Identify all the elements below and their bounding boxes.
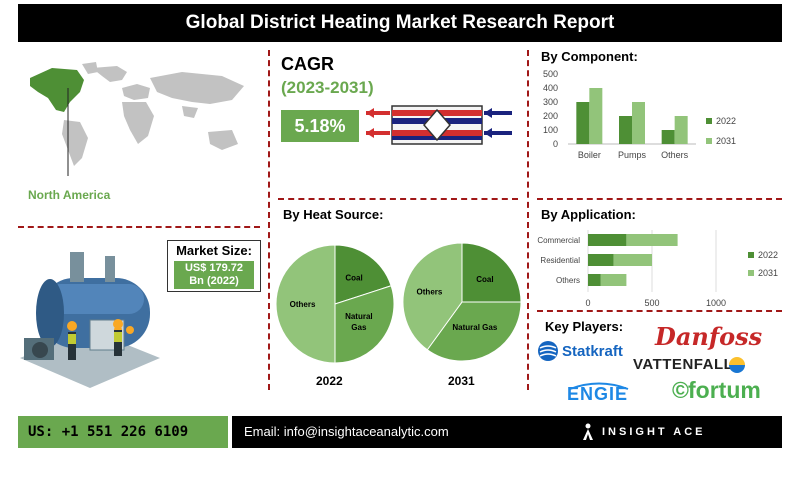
bar-residential-2031: [613, 254, 652, 266]
bar-commercial-2022: [588, 234, 627, 246]
pie-slice-natural-gas: [334, 285, 395, 364]
bar-others-2022: [588, 274, 601, 286]
y-tick-label: 500: [543, 69, 558, 79]
footer-email[interactable]: Email: info@insightaceanalytic.com: [244, 424, 449, 439]
market-size-box: Market Size: US$ 179.72 Bn (2022): [167, 240, 261, 292]
y-tick-label: 400: [543, 83, 558, 93]
application-title: By Application:: [541, 207, 636, 222]
x-tick-label: 1000: [706, 298, 726, 308]
divider-map: [18, 226, 260, 228]
pie-label: Coal: [345, 274, 362, 283]
pie-year-2022: 2022: [316, 374, 343, 388]
market-size-value: US$ 179.72 Bn (2022): [174, 261, 254, 289]
cagr-period: (2023-2031): [281, 78, 374, 97]
legend-swatch-2022: [706, 118, 712, 124]
y-tick-label: 300: [543, 97, 558, 107]
danfoss-logo: Danfoss: [655, 322, 763, 351]
y-tick-label: 100: [543, 125, 558, 135]
legend-label-2031: 2031: [758, 268, 778, 278]
cagr-value: 5.18%: [281, 110, 359, 142]
pie-chart-2022: Coal Natural Gas Others: [275, 244, 395, 364]
statkraft-logo-icon: [538, 341, 558, 361]
y-tick-label: 200: [543, 111, 558, 121]
pie-slice-others: [275, 244, 336, 364]
legend-swatch-2022: [748, 252, 754, 258]
x-tick-label: 500: [644, 298, 659, 308]
legend-label-2031: 2031: [716, 136, 736, 146]
bar-commercial-2031: [626, 234, 678, 246]
x-tick-label: Others: [661, 150, 689, 160]
application-bar-chart: 0 500 1000 Commercial Residential Others 2022 2…: [537, 230, 778, 308]
heat-source-title: By Heat Source:: [283, 207, 384, 222]
world-map-icon: [30, 62, 244, 176]
bar-pumps-2022: [619, 116, 632, 144]
legend-swatch-2031: [706, 138, 712, 144]
divider-left: [268, 50, 270, 390]
bar-others-2031: [674, 116, 688, 144]
pie-label: Natural: [345, 312, 373, 321]
bar-boiler-2031: [589, 88, 603, 144]
market-size-value-line1: US$ 179.72: [184, 262, 244, 274]
key-players-title: Key Players:: [545, 319, 624, 334]
market-size-label: Market Size:: [176, 243, 252, 258]
vattenfall-sun-icon: [729, 357, 745, 373]
y-tick-label: Commercial: [537, 236, 580, 245]
divider-cagr: [278, 198, 518, 200]
x-tick-label: Pumps: [618, 150, 647, 160]
report-title: Global District Heating Market Research …: [18, 4, 782, 42]
legend-label-2022: 2022: [758, 250, 778, 260]
footer-phone[interactable]: US: +1 551 226 6109: [18, 416, 228, 448]
pie-slice-coal: [461, 242, 522, 303]
pie-label: Natural Gas: [452, 323, 497, 332]
divider-component: [537, 198, 782, 200]
market-size-value-line2: Bn (2022): [189, 275, 239, 287]
bar-boiler-2022: [576, 102, 590, 144]
pie-slice-others: [402, 242, 463, 351]
bar-pumps-2031: [632, 102, 645, 144]
fortum-symbol-icon: ©: [672, 377, 689, 403]
pie-label: Others: [290, 300, 316, 309]
pie-label: Others: [417, 287, 443, 296]
statkraft-logo: Statkraft: [562, 343, 623, 360]
region-label: North America: [28, 188, 111, 202]
insightace-logo-icon: [583, 423, 593, 440]
pie-label: Coal: [476, 275, 493, 284]
bar-others-2022: [661, 130, 675, 144]
vattenfall-logo: VATTENFALL: [633, 356, 734, 373]
pie-label: Gas: [351, 323, 367, 332]
footer-company: INSIGHT ACE ANALYTIC: [602, 426, 706, 470]
engie-logo: ENGIE: [567, 384, 629, 404]
legend-swatch-2031: [748, 270, 754, 276]
pie-slice-coal: [334, 244, 392, 305]
divider-application: [537, 310, 782, 312]
component-bar-chart: 0 100 200 300 400 500 Boiler Pumps Others 2022 203…: [543, 69, 736, 160]
y-tick-label: 0: [553, 139, 558, 149]
cagr-title: CAGR: [281, 54, 334, 74]
pie-slice-natural-gas: [426, 301, 522, 362]
boiler-icon: [20, 252, 160, 388]
x-tick-label: 0: [585, 298, 590, 308]
fortum-logo: fortum: [688, 377, 761, 403]
legend-label-2022: 2022: [716, 116, 736, 126]
heat-exchanger-icon: [366, 105, 512, 145]
y-tick-label: Others: [556, 276, 580, 285]
divider-right: [527, 50, 529, 390]
component-title: By Component:: [541, 49, 638, 64]
pie-chart-2031: Coal Natural Gas Others: [402, 242, 522, 362]
pie-year-2031: 2031: [448, 374, 475, 388]
bar-others-2031: [600, 274, 627, 286]
bar-residential-2022: [588, 254, 614, 266]
footer-bar: Email: info@insightaceanalytic.com INSIG…: [232, 416, 782, 470]
y-tick-label: Residential: [540, 256, 580, 265]
x-tick-label: Boiler: [578, 150, 601, 160]
engie-arc-icon: [569, 382, 629, 390]
